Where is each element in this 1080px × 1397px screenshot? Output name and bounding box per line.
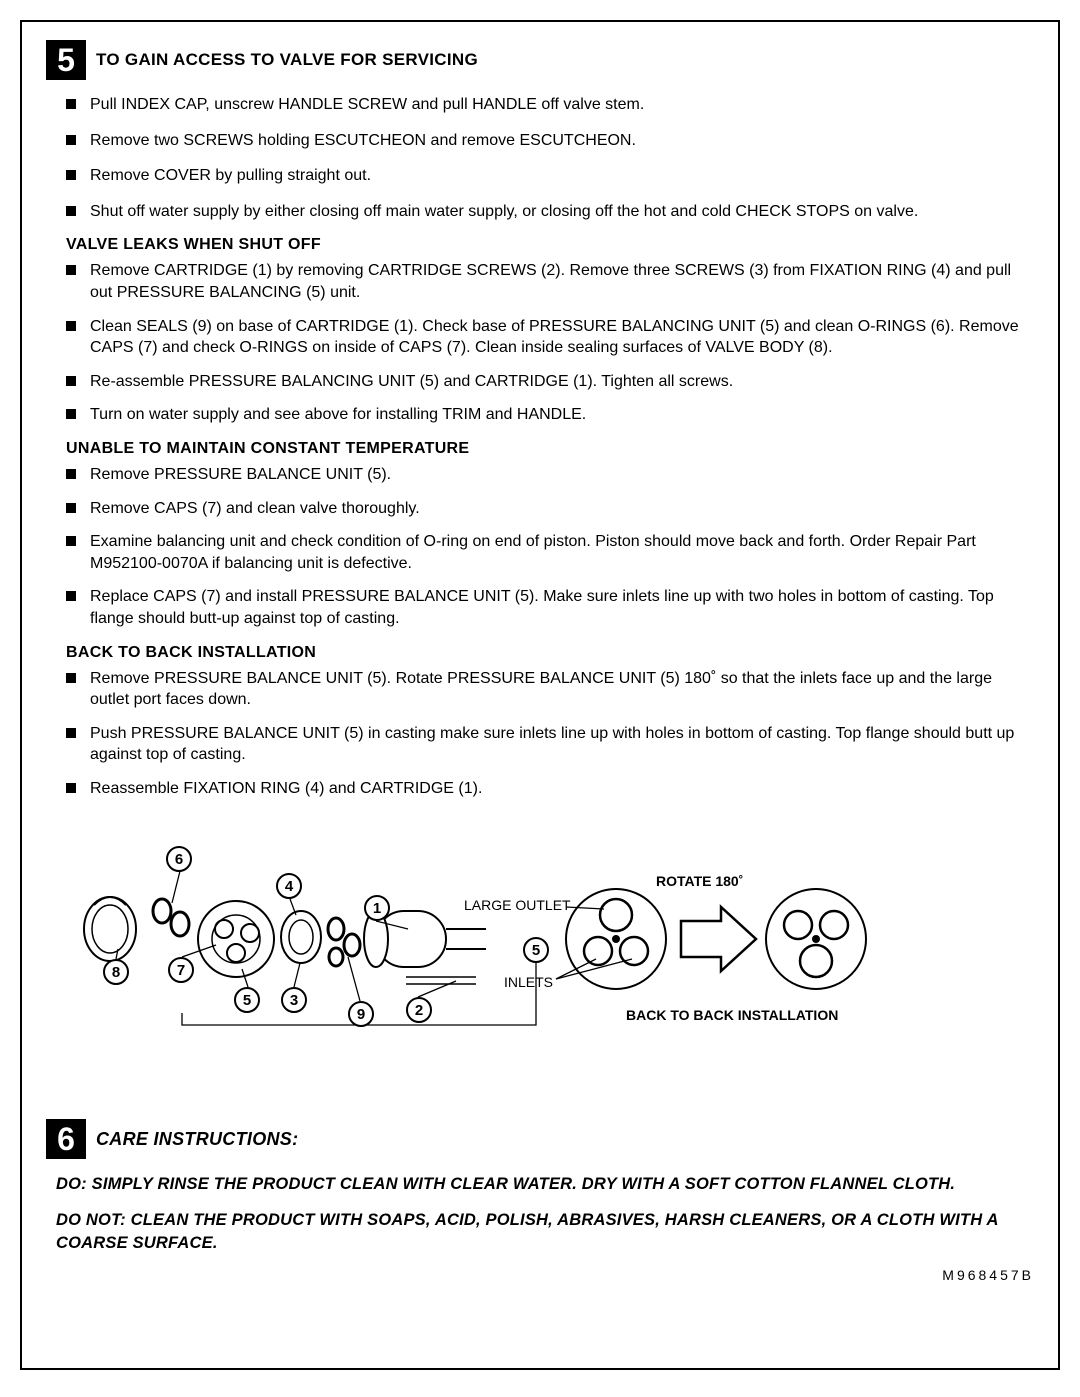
page-frame: 5 TO GAIN ACCESS TO VALVE FOR SERVICING … xyxy=(20,20,1060,1370)
section5-title: TO GAIN ACCESS TO VALVE FOR SERVICING xyxy=(96,50,478,70)
list-item: Remove PRESSURE BALANCE UNIT (5). Rotate… xyxy=(66,668,1034,711)
step-number-5: 5 xyxy=(46,40,86,80)
callout-1: 1 xyxy=(364,895,390,921)
list-item: Push PRESSURE BALANCE UNIT (5) in castin… xyxy=(66,723,1034,766)
callout-4: 4 xyxy=(276,873,302,899)
list-item: Shut off water supply by either closing … xyxy=(66,201,1034,223)
list-item: Pull INDEX CAP, unscrew HANDLE SCREW and… xyxy=(66,94,1034,116)
label-b2b: BACK TO BACK INSTALLATION xyxy=(626,1007,838,1023)
callout-6: 6 xyxy=(166,846,192,872)
list-item: Replace CAPS (7) and install PRESSURE BA… xyxy=(66,586,1034,629)
sub-valve-leaks-list: Remove CARTRIDGE (1) by removing CARTRID… xyxy=(66,260,1034,426)
callout-2: 2 xyxy=(406,997,432,1023)
list-item: Re-assemble PRESSURE BALANCING UNIT (5) … xyxy=(66,371,1034,393)
sub-valve-leaks-title: VALVE LEAKS WHEN SHUT OFF xyxy=(66,236,1034,254)
label-large-outlet: LARGE OUTLET xyxy=(464,897,571,913)
section5-main-list: Pull INDEX CAP, unscrew HANDLE SCREW and… xyxy=(66,94,1034,222)
list-item: Remove PRESSURE BALANCE UNIT (5). xyxy=(66,464,1034,486)
list-item: Remove COVER by pulling straight out. xyxy=(66,165,1034,187)
list-item: Examine balancing unit and check conditi… xyxy=(66,531,1034,574)
section6-title: CARE INSTRUCTIONS: xyxy=(96,1129,298,1150)
exploded-diagram: 6 4 1 8 7 5 3 9 2 5 LARGE OUTLET INLETS … xyxy=(56,829,1024,1079)
sub-temp-list: Remove PRESSURE BALANCE UNIT (5). Remove… xyxy=(66,464,1034,630)
callout-3: 3 xyxy=(281,987,307,1013)
section6-header: 6 CARE INSTRUCTIONS: xyxy=(46,1119,1034,1159)
sub-b2b-list: Remove PRESSURE BALANCE UNIT (5). Rotate… xyxy=(66,668,1034,800)
callout-7: 7 xyxy=(168,957,194,983)
sub-temp-title: UNABLE TO MAINTAIN CONSTANT TEMPERATURE xyxy=(66,440,1034,458)
document-id: M968457B xyxy=(46,1267,1034,1283)
list-item: Remove CARTRIDGE (1) by removing CARTRID… xyxy=(66,260,1034,303)
sub-b2b-title: BACK TO BACK INSTALLATION xyxy=(66,644,1034,662)
list-item: Remove two SCREWS holding ESCUTCHEON and… xyxy=(66,130,1034,152)
callout-9: 9 xyxy=(348,1001,374,1027)
callout-8: 8 xyxy=(103,959,129,985)
section5-header: 5 TO GAIN ACCESS TO VALVE FOR SERVICING xyxy=(46,40,1034,80)
care-donot: DO NOT: CLEAN THE PRODUCT WITH SOAPS, AC… xyxy=(56,1209,1024,1255)
label-rotate: ROTATE 180˚ xyxy=(656,873,743,889)
list-item: Turn on water supply and see above for i… xyxy=(66,404,1034,426)
callout-5a: 5 xyxy=(234,987,260,1013)
list-item: Remove CAPS (7) and clean valve thorough… xyxy=(66,498,1034,520)
care-do: DO: SIMPLY RINSE THE PRODUCT CLEAN WITH … xyxy=(56,1173,1024,1196)
list-item: Clean SEALS (9) on base of CARTRIDGE (1)… xyxy=(66,316,1034,359)
callout-5b: 5 xyxy=(523,937,549,963)
list-item: Reassemble FIXATION RING (4) and CARTRID… xyxy=(66,778,1034,800)
label-inlets: INLETS xyxy=(504,974,553,990)
step-number-6: 6 xyxy=(46,1119,86,1159)
